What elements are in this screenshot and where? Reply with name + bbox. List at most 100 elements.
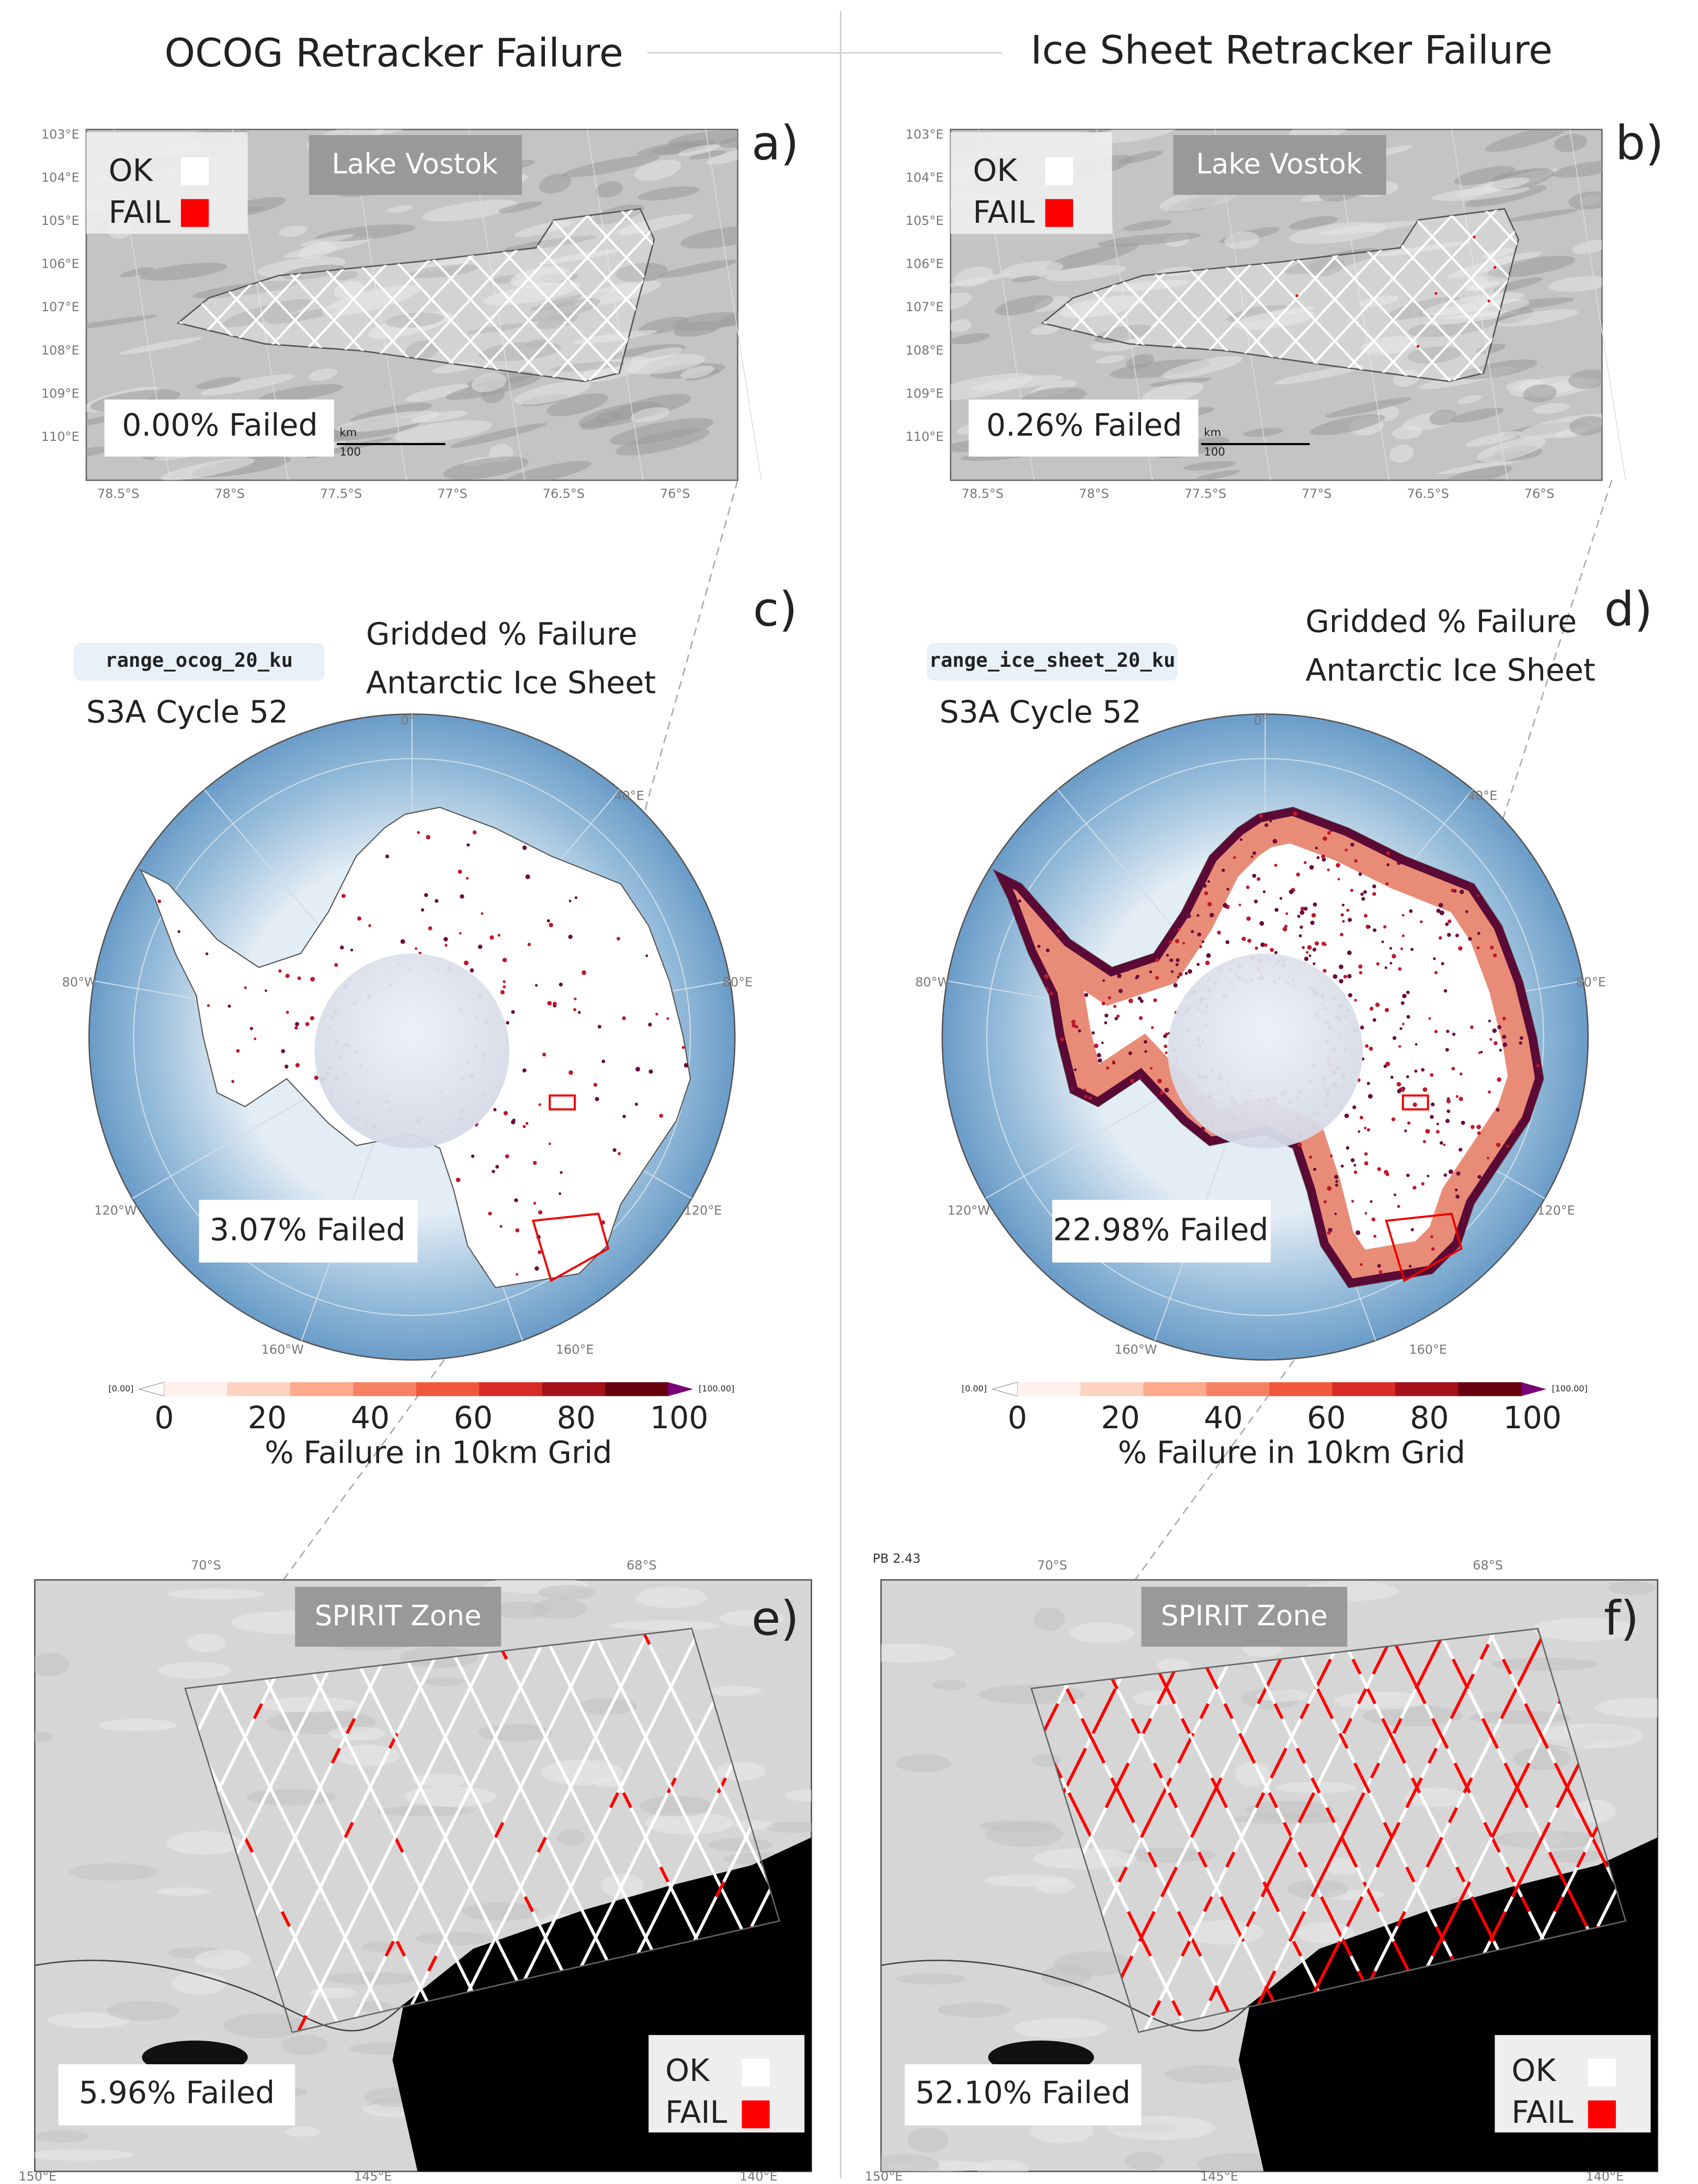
failure-cell [1203, 884, 1207, 888]
ok-track [831, 1852, 839, 1867]
failure-cell [503, 980, 506, 983]
failed-box [968, 399, 1199, 457]
failure-cell [1137, 996, 1142, 1000]
ok-track [1542, 1717, 1553, 1734]
ok-track [15, 1778, 22, 1793]
failure-cell [249, 1027, 253, 1030]
ok-track [1548, 1807, 1558, 1824]
ok-track [304, 2000, 315, 2017]
ok-track [17, 1882, 24, 1896]
fail-track [1396, 1747, 1406, 1764]
ok-track [649, 1747, 660, 1764]
fail-track [1142, 1940, 1152, 1957]
ok-track [529, 1807, 540, 1824]
ok-track [1305, 1866, 1316, 1883]
failure-cell [538, 1103, 541, 1106]
failure-cell [1370, 1200, 1373, 1203]
failure-cell [1300, 910, 1305, 915]
failure-cell [1309, 865, 1314, 870]
failure-cell [1165, 1051, 1168, 1054]
terrain-texture [1183, 461, 1236, 471]
fail-track [1255, 1792, 1266, 1808]
ok-track [429, 1851, 440, 1868]
ok-track [542, 1926, 553, 1942]
ok-track [455, 1658, 465, 1675]
failure-cell [568, 900, 572, 903]
fail-track [17, 1778, 24, 1793]
failure-cell [1264, 823, 1269, 827]
ok-track [264, 1777, 275, 1794]
failure-cell [1339, 964, 1343, 970]
ok-track [407, 1762, 417, 1779]
fail-track [1292, 1940, 1303, 1957]
ok-track [301, 1851, 312, 1868]
ok-track [1377, 1747, 1388, 1764]
failure-cell [1433, 957, 1436, 960]
fail-track [1210, 1777, 1221, 1794]
failure-cell [1223, 903, 1228, 908]
failure-cell [1334, 1175, 1339, 1179]
failure-cell [285, 973, 290, 979]
fail-track [857, 1689, 864, 1703]
ok-track [852, 1912, 859, 1926]
failure-cell [1378, 1270, 1383, 1274]
ok-track [451, 1807, 462, 1824]
ok-track [1257, 1970, 1267, 1987]
ok-track [696, 1717, 707, 1734]
terrain-texture [377, 1805, 474, 1817]
terrain-texture [443, 456, 529, 480]
fail-track [1667, 1986, 1674, 2000]
fail-track [1490, 1822, 1501, 1838]
failure-cell [1225, 940, 1229, 945]
terrain-texture [630, 407, 670, 423]
ok-track [722, 1792, 733, 1808]
ok-track [1132, 1822, 1143, 1838]
terrain-texture [1568, 369, 1602, 389]
failure-cell [1118, 988, 1123, 993]
failure-cell [1496, 1142, 1501, 1147]
fail-track [1348, 1851, 1358, 1868]
ok-track [371, 1792, 382, 1808]
fail-track [1209, 1673, 1219, 1690]
failure-cell [1536, 1064, 1540, 1067]
graticule-label: 120°E [1537, 1203, 1575, 1218]
ok-track [1483, 1836, 1494, 1853]
ok-track [334, 1717, 345, 1734]
fail-track [253, 1703, 263, 1720]
fail-track [1119, 1762, 1130, 1779]
fail-track [1392, 1940, 1403, 1957]
ok-track [692, 1926, 703, 1942]
ok-track [22, 1793, 30, 1807]
ok-track [1217, 1866, 1228, 1883]
fail-track [1355, 1792, 1365, 1808]
track [731, 195, 926, 404]
tick-label: 103°E [41, 127, 79, 142]
terrain-texture [86, 315, 158, 331]
fail-track [1162, 1777, 1172, 1794]
failure-cell [1176, 958, 1180, 962]
legend-ok: OK [665, 2053, 710, 2088]
fail-track [1431, 1717, 1442, 1734]
failure-cell [1341, 903, 1345, 907]
terrain-texture [626, 354, 705, 375]
ok-track [1513, 1881, 1523, 1898]
fail-track [1439, 1926, 1449, 1942]
ok-track [399, 1910, 410, 1927]
failure-cell [415, 947, 417, 950]
ok-track [496, 1940, 506, 1957]
fail-track [1223, 1703, 1234, 1720]
terrain-texture [637, 186, 700, 201]
fail-track [384, 1940, 395, 1957]
ok-track [1175, 1807, 1186, 1824]
fail-track [243, 1836, 254, 1853]
ok-track [18, 1986, 26, 2000]
terrain-texture [35, 2130, 89, 2143]
fail-track [1142, 1717, 1152, 1734]
fail-track [856, 1867, 863, 1882]
failure-cell [1398, 967, 1402, 971]
ok-track [258, 1866, 269, 1883]
ok-track [407, 1896, 417, 1913]
failure-cell [1313, 962, 1316, 965]
fail-track [1075, 1807, 1086, 1824]
